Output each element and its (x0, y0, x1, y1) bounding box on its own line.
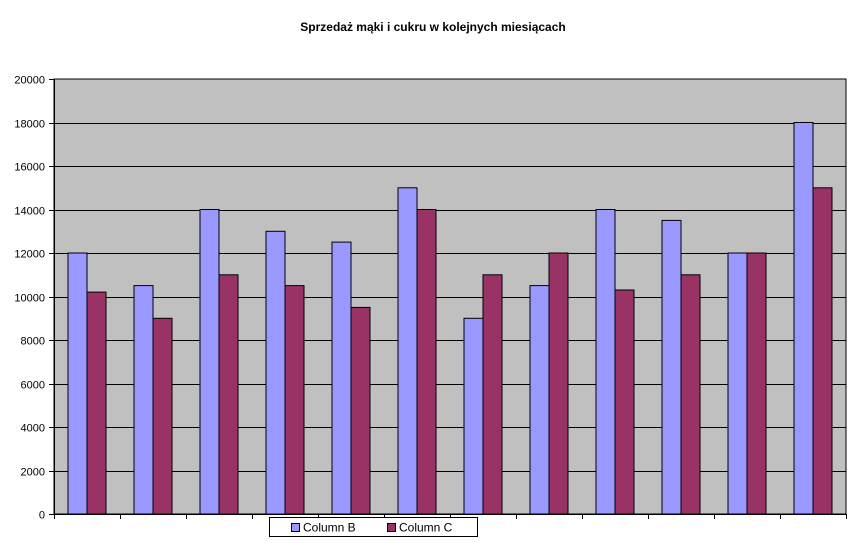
y-tick-label: 0 (39, 510, 45, 522)
bar-column-b-10 (661, 219, 682, 515)
y-tick-label: 8000 (21, 336, 45, 348)
chart-title: Sprzedaż mąki i cukru w kolejnych miesią… (300, 20, 565, 34)
bar-column-c-1 (86, 291, 107, 515)
bar-column-b-9 (595, 209, 616, 515)
plot-area: 0 2000 4000 6000 8000 10000 12000 14000 16000 180… (14, 75, 847, 522)
bar-column-b-4 (265, 230, 286, 515)
bar-column-c-5 (350, 306, 371, 515)
y-tick-label: 10000 (14, 293, 45, 305)
bar-column-c-10 (680, 274, 701, 515)
legend-label-column-c: Column C (399, 521, 453, 535)
plot-background (53, 78, 847, 515)
bar-column-c-12 (812, 187, 833, 515)
bar-column-b-2 (133, 285, 154, 515)
bar-column-c-2 (152, 317, 173, 515)
bar-column-b-12 (793, 122, 814, 515)
bar-column-c-4 (284, 285, 305, 515)
legend-swatch-column-b (291, 523, 300, 532)
legend: Column B Column C (269, 517, 478, 537)
bar-column-b-3 (199, 209, 220, 515)
bar-column-b-7 (463, 317, 484, 515)
bar-column-b-5 (331, 241, 352, 515)
y-tick-label: 4000 (21, 423, 45, 435)
bar-column-c-6 (416, 209, 437, 515)
y-tick-label: 2000 (21, 467, 45, 479)
bar-column-b-11 (727, 252, 748, 515)
y-tick-label: 16000 (14, 162, 45, 174)
legend-label-column-b: Column B (303, 521, 356, 535)
y-tick-label: 14000 (14, 206, 45, 218)
y-tick-label: 6000 (21, 380, 45, 392)
bar-column-c-11 (746, 252, 767, 515)
legend-box (269, 517, 478, 537)
bar-column-c-7 (482, 274, 503, 515)
bar-column-c-8 (548, 252, 569, 515)
y-tick-label: 18000 (14, 119, 45, 131)
bar-column-c-3 (218, 274, 239, 515)
legend-swatch-column-c (387, 523, 396, 532)
bar-column-b-6 (397, 187, 418, 515)
y-tick-label: 20000 (14, 75, 45, 87)
bar-column-b-8 (529, 285, 550, 515)
bar-column-c-9 (614, 289, 635, 515)
bar-column-b-1 (67, 252, 88, 515)
y-tick-label: 12000 (14, 249, 45, 261)
